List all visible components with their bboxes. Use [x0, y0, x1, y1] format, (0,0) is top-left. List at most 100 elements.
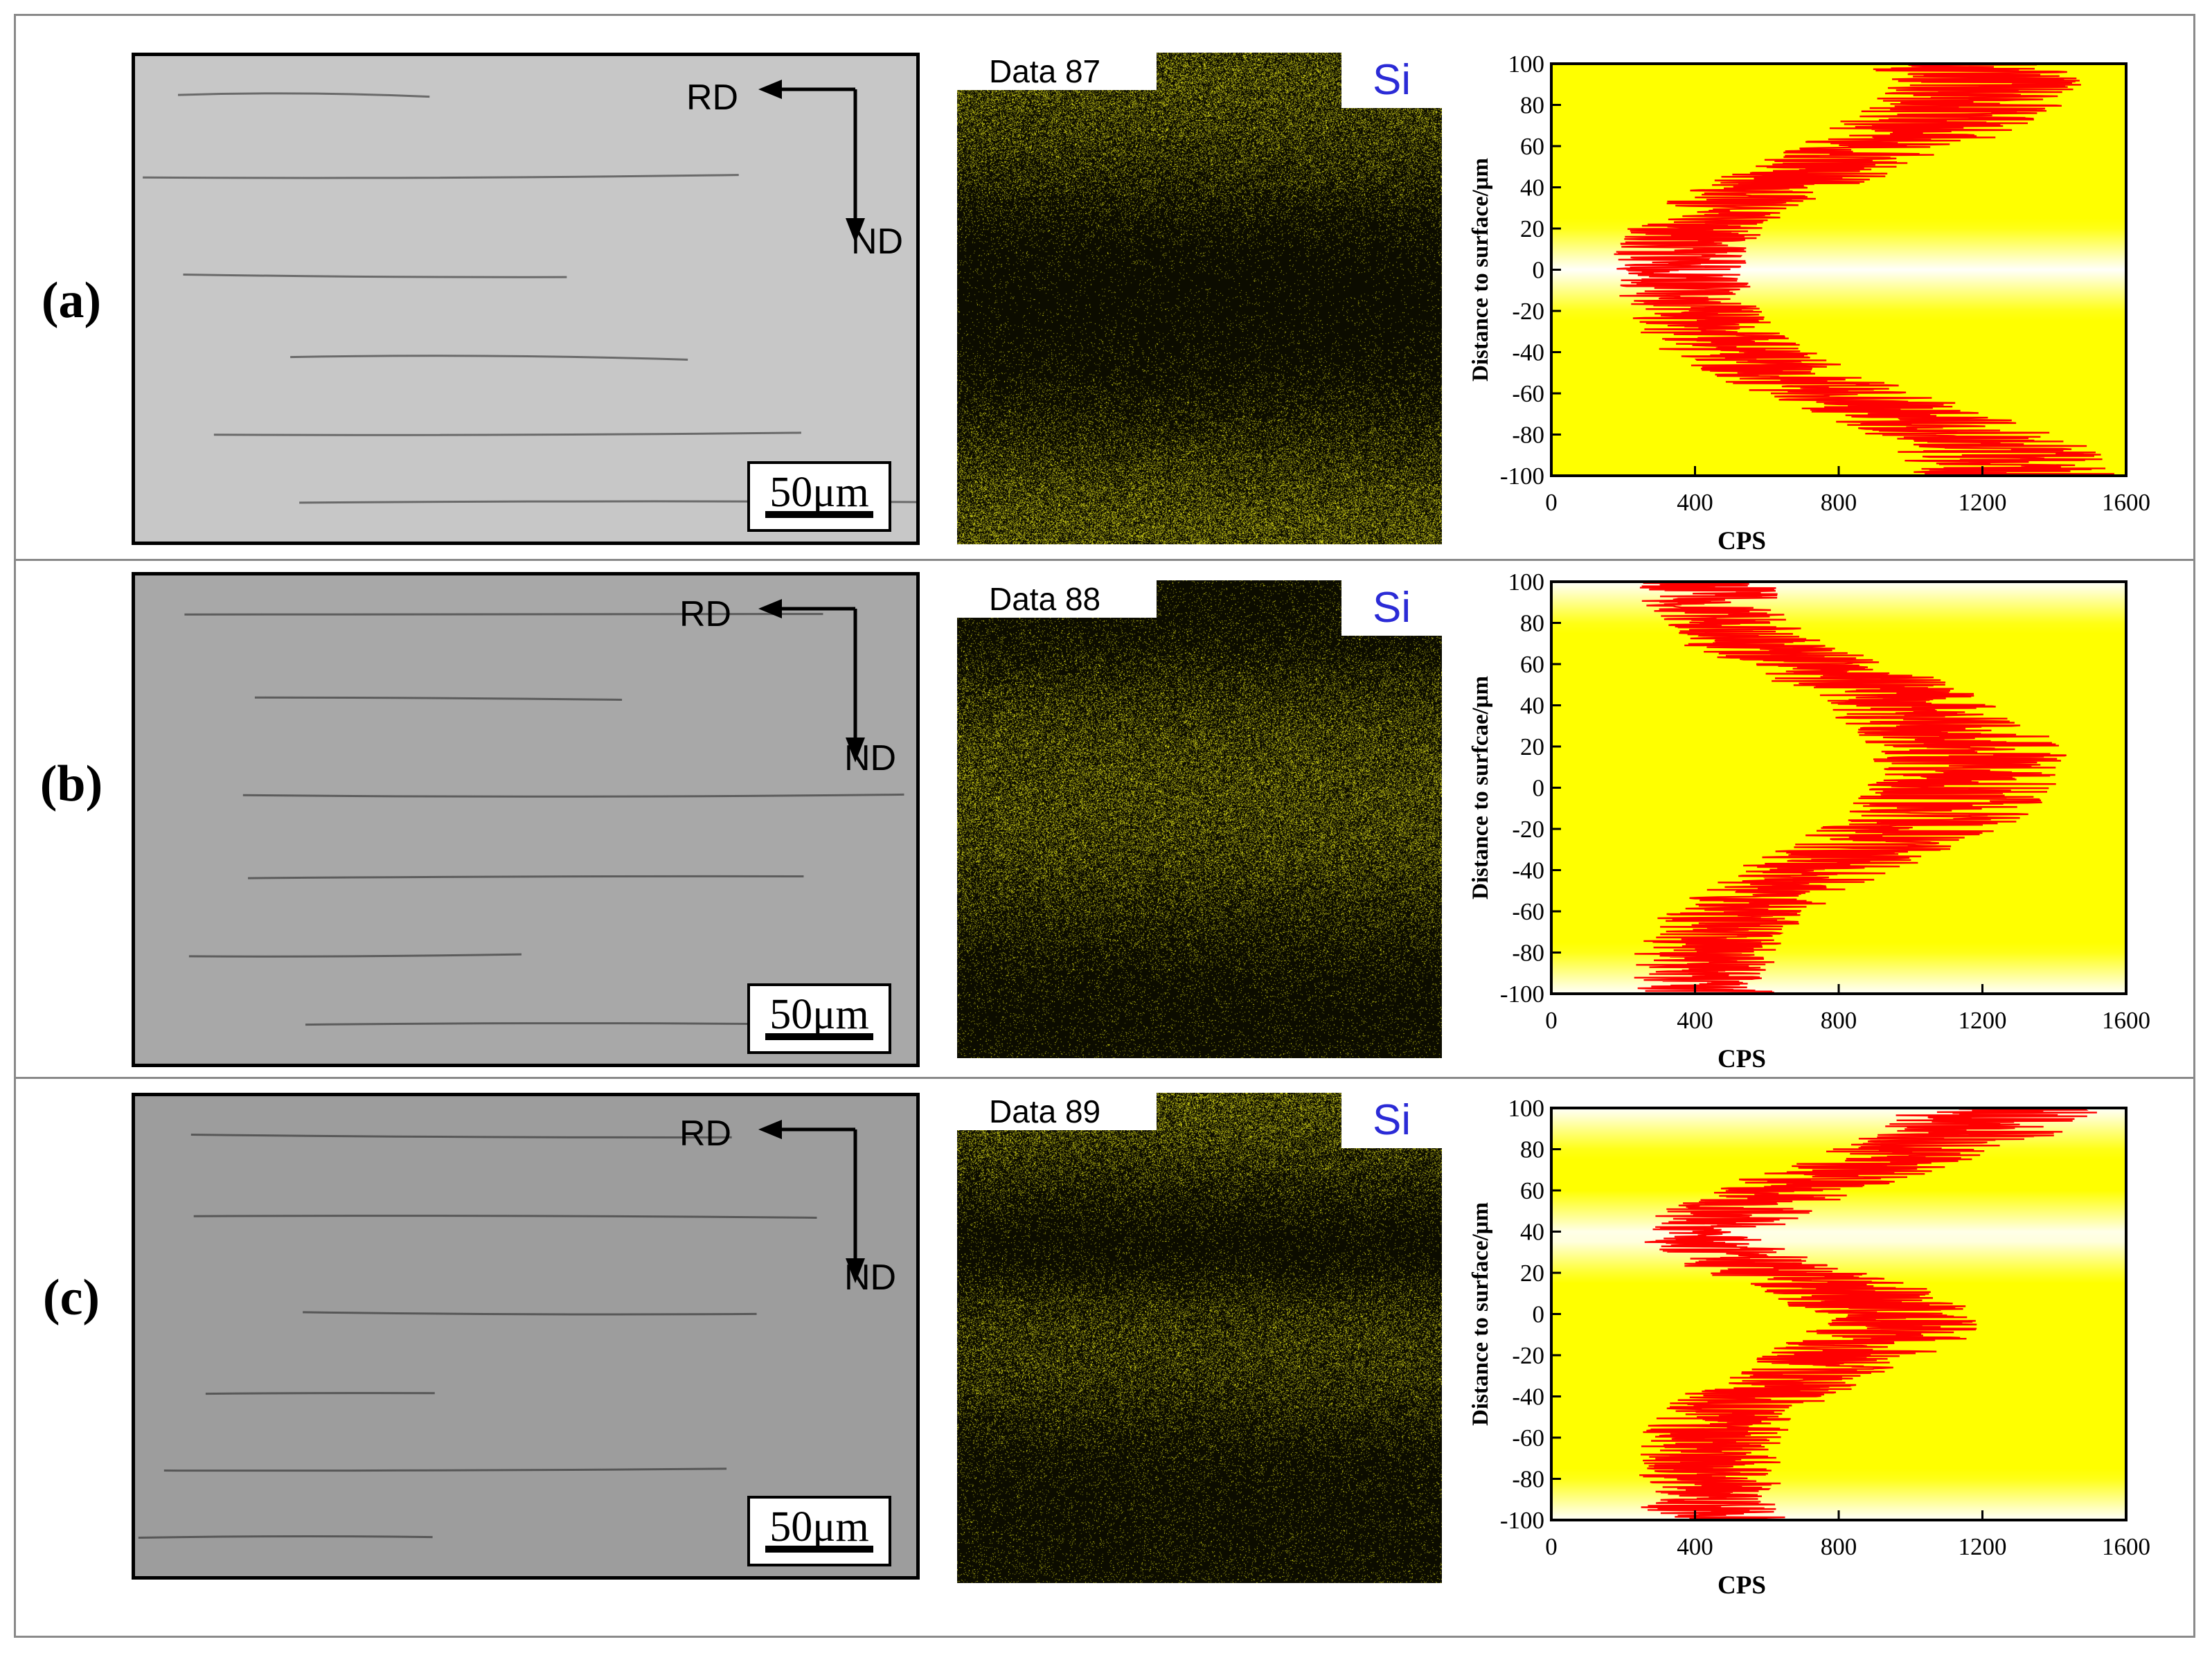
y-tick-label: 0	[1533, 1301, 1545, 1328]
y-tick-label: -100	[1500, 981, 1544, 1008]
y-tick-label: -40	[1512, 857, 1544, 884]
y-tick-label: 20	[1520, 1260, 1544, 1287]
sem-streak	[290, 355, 688, 361]
y-tick-label: -80	[1512, 940, 1544, 967]
row-divider	[14, 1077, 2195, 1079]
y-tick-label: 40	[1520, 693, 1544, 720]
x-axis-label: CPS	[1718, 1571, 1766, 1600]
panel-label-a: (a)	[41, 272, 102, 329]
element-label: Si	[1373, 584, 1411, 632]
nd-label: ND	[851, 222, 904, 262]
sem-streak	[305, 1022, 796, 1026]
x-tick-label: 400	[1677, 1533, 1713, 1560]
sem-features	[138, 1120, 865, 1539]
y-tick-label: -80	[1512, 1466, 1544, 1493]
y-tick-label: 100	[1508, 569, 1545, 596]
si-map-dots	[957, 53, 1442, 544]
sem-streak	[242, 793, 904, 798]
si-map-a: Data 87 Si	[957, 53, 1442, 544]
x-tick-label: 800	[1821, 1007, 1857, 1034]
scale-bar: 50μm	[747, 983, 891, 1054]
figure-frame	[14, 14, 2195, 1638]
sem-streak	[163, 1467, 727, 1472]
element-label: Si	[1373, 1096, 1411, 1144]
rd-nd-arrow	[758, 80, 865, 243]
y-tick-label: -100	[1500, 1507, 1544, 1534]
sem-streak	[303, 1311, 757, 1316]
x-tick-label: 1600	[2102, 1007, 2150, 1034]
y-tick-label: 60	[1520, 651, 1544, 678]
y-tick-label: 80	[1520, 92, 1544, 119]
si-profile-chart-b: 100 80 60 40 20 0 -20 -40 -60 -80 -100 0 400 800 1200 1…	[1441, 562, 2209, 1079]
scale-bar: 50μm	[747, 461, 891, 532]
element-label: Si	[1373, 56, 1411, 104]
si-map-dots	[957, 1093, 1442, 1583]
si-profile-chart-c: 100 80 60 40 20 0 -20 -40 -60 -80 -100 0 400 800 1200 1…	[1441, 1089, 2209, 1605]
sem-background	[135, 575, 916, 1064]
sem-streak	[205, 1392, 435, 1395]
sem-streak	[183, 273, 567, 278]
scale-bar-line	[765, 1546, 873, 1553]
si-profile-chart-a: 100 80 60 40 20 0 -20 -40 -60 -80 -100 0 400 800 1200 1…	[1441, 44, 2209, 561]
rd-nd-arrow	[758, 1120, 865, 1283]
y-tick-label: 40	[1520, 175, 1544, 202]
sem-streak	[138, 1535, 433, 1539]
y-tick-label: -100	[1500, 463, 1544, 490]
map-data-tag: Data 87	[957, 53, 1157, 90]
sem-streak	[213, 431, 801, 436]
si-map-b: Data 88 Si	[957, 580, 1442, 1058]
panel-label-b: (b)	[39, 756, 103, 812]
map-notch	[1341, 1093, 1442, 1148]
sem-background	[135, 56, 916, 542]
sem-streak	[143, 174, 739, 179]
sem-micrograph-c: RD ND 50μm	[132, 1093, 920, 1580]
scale-bar-label: 50μm	[769, 991, 869, 1038]
x-tick-label: 1600	[2102, 489, 2150, 516]
nd-label: ND	[844, 738, 897, 778]
y-tick-label: -40	[1512, 1384, 1544, 1411]
sem-features	[143, 80, 916, 504]
sem-streak	[248, 875, 804, 879]
y-tick-label: -60	[1512, 380, 1544, 407]
x-tick-label: 800	[1821, 489, 1857, 516]
x-tick-label: 0	[1545, 489, 1558, 516]
x-tick-label: 400	[1677, 1007, 1713, 1034]
y-axis-label: Distance to surface/μm	[1468, 1202, 1493, 1426]
sem-micrograph-a: RD ND 50μm	[132, 53, 920, 545]
y-axis-label: Distance to surface/μm	[1468, 158, 1493, 382]
y-tick-label: -20	[1512, 816, 1544, 843]
y-tick-label: -20	[1512, 1342, 1544, 1369]
x-tick-label: 1600	[2102, 1533, 2150, 1560]
x-tick-label: 1200	[1959, 1533, 2007, 1560]
y-tick-label: 100	[1508, 1095, 1545, 1122]
scale-bar-line	[765, 511, 873, 518]
x-axis-label: CPS	[1718, 527, 1766, 555]
map-data-tag: Data 88	[957, 580, 1157, 618]
sem-streak	[254, 696, 623, 702]
scale-bar: 50μm	[747, 1496, 891, 1566]
y-tick-label: 80	[1520, 610, 1544, 637]
y-tick-label: 0	[1533, 775, 1545, 802]
map-notch	[1341, 53, 1442, 108]
y-tick-label: 20	[1520, 733, 1544, 760]
rd-label: RD	[679, 1114, 732, 1154]
y-tick-label: 40	[1520, 1219, 1544, 1246]
rd-label: RD	[686, 78, 739, 118]
nd-label: ND	[844, 1258, 897, 1298]
y-tick-label: 60	[1520, 1177, 1544, 1204]
sem-features	[184, 599, 904, 1026]
x-axis-label: CPS	[1718, 1045, 1766, 1073]
y-tick-label: 0	[1533, 257, 1545, 284]
sem-streak	[193, 1215, 817, 1219]
x-tick-label: 400	[1677, 489, 1713, 516]
y-tick-label: 100	[1508, 51, 1545, 78]
map-data-tag: Data 89	[957, 1093, 1157, 1130]
x-tick-label: 0	[1545, 1007, 1558, 1034]
sem-streak	[188, 953, 522, 958]
series-line	[1634, 580, 2067, 995]
sem-streak	[190, 1133, 732, 1138]
